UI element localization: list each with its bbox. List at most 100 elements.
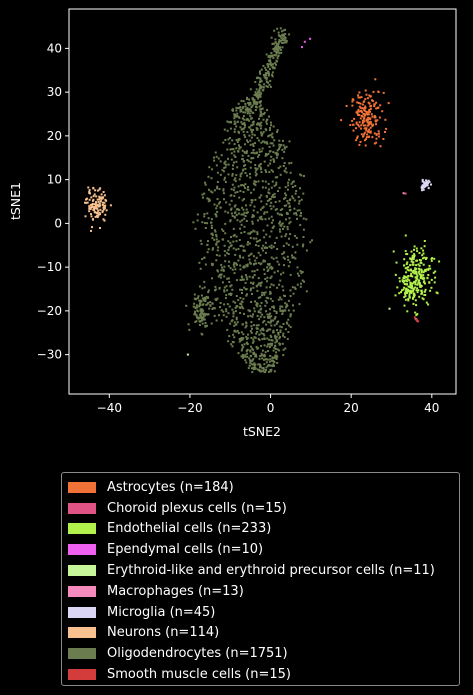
cluster-point bbox=[413, 272, 416, 275]
oligodendrocyte-point bbox=[204, 322, 207, 324]
oligodendrocyte-point bbox=[278, 200, 281, 203]
oligodendrocyte-point bbox=[235, 248, 238, 251]
oligodendrocyte-point bbox=[277, 331, 280, 334]
oligodendrocyte-point bbox=[216, 269, 219, 272]
oligodendrocyte-point bbox=[230, 207, 233, 210]
oligodendrocyte-point bbox=[271, 357, 274, 360]
oligodendrocyte-point bbox=[198, 305, 201, 308]
oligodendrocyte-point bbox=[268, 245, 271, 248]
oligodendrocyte-point bbox=[258, 318, 261, 321]
oligodendrocyte-point bbox=[231, 268, 234, 271]
oligodendrocyte-point bbox=[241, 169, 244, 172]
oligodendrocyte-point bbox=[215, 259, 218, 262]
cluster-point bbox=[411, 256, 414, 259]
cluster-point bbox=[362, 124, 365, 127]
cluster-point bbox=[102, 218, 105, 221]
oligodendrocyte-point bbox=[244, 359, 247, 362]
oligodendrocyte-point bbox=[256, 314, 259, 317]
oligodendrocyte-point bbox=[264, 241, 267, 244]
oligodendrocyte-point bbox=[260, 112, 263, 115]
cluster-point bbox=[403, 296, 406, 299]
oligodendrocyte-point bbox=[254, 355, 257, 358]
oligodendrocyte-point bbox=[270, 339, 273, 342]
oligodendrocyte-point bbox=[230, 120, 232, 123]
oligodendrocyte-point bbox=[235, 160, 238, 163]
oligodendrocyte-point bbox=[240, 213, 243, 216]
oligodendrocyte-point bbox=[212, 263, 214, 266]
oligodendrocyte-point bbox=[245, 294, 248, 297]
oligodendrocyte-point bbox=[269, 277, 272, 279]
cluster-point bbox=[94, 203, 97, 206]
oligodendrocyte-point bbox=[260, 247, 263, 250]
oligodendrocyte-point bbox=[229, 220, 232, 223]
cluster-point bbox=[412, 288, 415, 291]
oligodendrocyte-point bbox=[288, 199, 291, 202]
oligodendrocyte-point bbox=[227, 163, 230, 166]
oligodendrocyte-point bbox=[268, 346, 271, 349]
oligodendrocyte-point bbox=[257, 139, 260, 142]
oligodendrocyte-point bbox=[282, 271, 285, 274]
oligodendrocyte-point bbox=[256, 91, 259, 94]
oligodendrocyte-point bbox=[196, 297, 199, 299]
oligodendrocyte-point bbox=[275, 59, 278, 62]
oligodendrocyte-point bbox=[279, 305, 282, 308]
oligodendrocyte-point bbox=[201, 319, 204, 322]
oligodendrocyte-point bbox=[275, 310, 278, 313]
oligodendrocyte-point bbox=[295, 212, 297, 215]
oligodendrocyte-point bbox=[236, 305, 239, 308]
oligodendrocyte-point bbox=[246, 211, 249, 214]
oligodendrocyte-point bbox=[282, 245, 285, 247]
oligodendrocyte-point bbox=[241, 344, 244, 347]
cluster-point bbox=[423, 290, 426, 293]
cluster-point bbox=[98, 205, 101, 208]
oligodendrocyte-point bbox=[245, 361, 248, 364]
oligodendrocyte-point bbox=[253, 307, 256, 310]
cluster-point bbox=[424, 182, 427, 184]
oligodendrocyte-point bbox=[255, 173, 258, 176]
oligodendrocyte-point bbox=[239, 175, 242, 178]
cluster-point bbox=[92, 206, 95, 209]
cluster-point bbox=[420, 289, 423, 292]
oligodendrocyte-point bbox=[273, 29, 276, 32]
oligodendrocyte-point bbox=[292, 292, 295, 295]
oligodendrocyte-point bbox=[267, 81, 270, 84]
oligodendrocyte-point bbox=[230, 236, 232, 238]
oligodendrocyte-point bbox=[259, 304, 262, 307]
oligodendrocyte-point bbox=[244, 215, 247, 217]
oligodendrocyte-point bbox=[264, 371, 267, 373]
oligodendrocyte-point bbox=[255, 244, 257, 247]
oligodendrocyte-point bbox=[291, 245, 294, 248]
oligodendrocyte-point bbox=[260, 80, 263, 83]
oligodendrocyte-point bbox=[298, 200, 301, 203]
legend-item: Macrophages (n=13) bbox=[68, 581, 453, 602]
oligodendrocyte-point bbox=[249, 236, 252, 239]
oligodendrocyte-point bbox=[269, 198, 272, 200]
oligodendrocyte-point bbox=[273, 139, 276, 142]
oligodendrocyte-point bbox=[272, 63, 275, 66]
oligodendrocyte-point bbox=[260, 121, 263, 124]
cluster-point bbox=[96, 215, 99, 217]
oligodendrocyte-point bbox=[222, 310, 225, 313]
oligodendrocyte-point bbox=[252, 229, 255, 232]
oligodendrocyte-point bbox=[259, 110, 262, 113]
oligodendrocyte-point bbox=[230, 199, 233, 202]
oligodendrocyte-point bbox=[285, 211, 288, 214]
cluster-point bbox=[413, 281, 416, 283]
oligodendrocyte-point bbox=[292, 180, 295, 183]
oligodendrocyte-point bbox=[271, 170, 274, 173]
oligodendrocyte-point bbox=[240, 339, 243, 342]
oligodendrocyte-point bbox=[263, 160, 266, 163]
oligodendrocyte-point bbox=[223, 166, 226, 169]
cluster-point bbox=[352, 129, 355, 132]
oligodendrocyte-point bbox=[292, 309, 295, 312]
oligodendrocyte-point bbox=[281, 157, 284, 160]
cluster-point bbox=[359, 117, 362, 120]
oligodendrocyte-point bbox=[247, 160, 250, 163]
oligodendrocyte-point bbox=[217, 202, 220, 205]
oligodendrocyte-point bbox=[272, 158, 275, 161]
oligodendrocyte-point bbox=[255, 303, 258, 306]
oligodendrocyte-point bbox=[202, 314, 205, 317]
cluster-point bbox=[352, 123, 355, 126]
oligodendrocyte-point bbox=[197, 295, 200, 298]
oligodendrocyte-point bbox=[235, 295, 238, 297]
